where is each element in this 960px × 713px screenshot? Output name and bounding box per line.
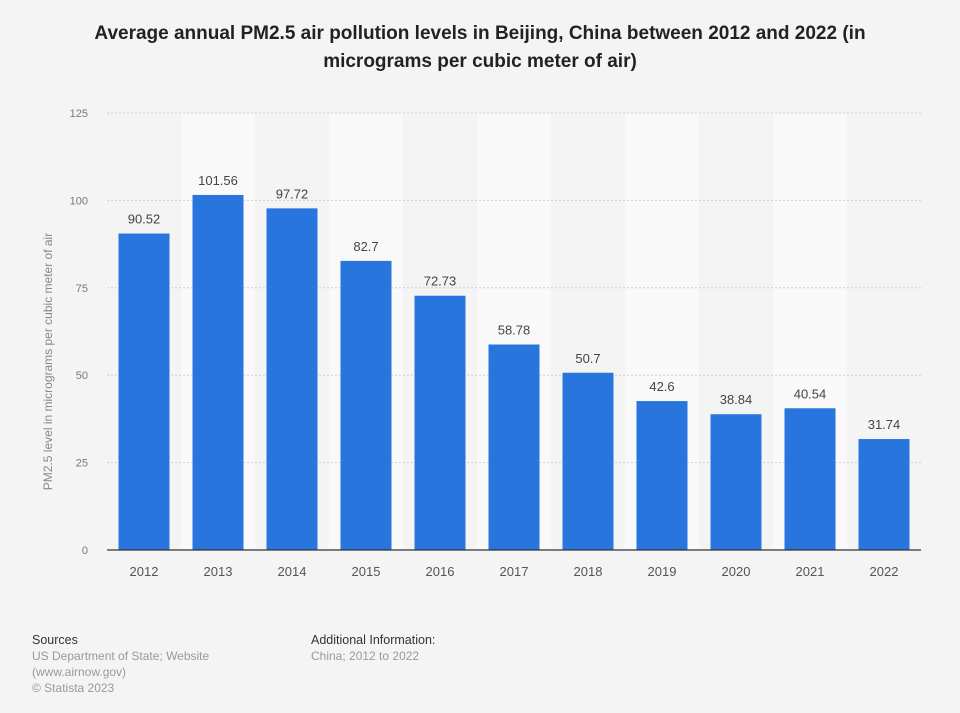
x-tick-label: 2012 [130, 564, 159, 579]
sources-heading: Sources [32, 633, 78, 647]
y-tick-label: 125 [70, 108, 88, 120]
bar-2018 [562, 372, 614, 550]
x-tick-label: 2013 [204, 564, 233, 579]
sources-line: (www.airnow.gov) [32, 665, 127, 679]
x-tick-label: 2015 [352, 564, 381, 579]
data-label: 72.73 [424, 274, 457, 289]
additional-info-heading: Additional Information: [311, 633, 436, 647]
x-tick-label: 2022 [870, 564, 899, 579]
data-label: 97.72 [276, 186, 309, 201]
y-tick-label: 50 [76, 370, 88, 382]
x-tick-label: 2018 [574, 564, 603, 579]
y-axis-label: PM2.5 level in micrograms per cubic mete… [41, 233, 55, 490]
data-label: 31.74 [868, 417, 901, 432]
x-tick-label: 2021 [796, 564, 825, 579]
y-tick-label: 0 [82, 545, 88, 557]
bar-2013 [192, 194, 244, 551]
bar-2020 [710, 414, 762, 550]
x-tick-label: 2014 [278, 564, 307, 579]
data-label: 90.52 [128, 212, 161, 227]
bar-2016 [414, 295, 466, 550]
bar-2019 [636, 401, 688, 550]
x-tick-label: 2016 [426, 564, 455, 579]
x-tick-label: 2017 [500, 564, 529, 579]
data-label: 42.6 [649, 379, 674, 394]
sources-block: Sources US Department of State; Website … [32, 632, 209, 696]
data-label: 50.7 [575, 351, 600, 366]
bar-2021 [784, 408, 836, 550]
bar-2015 [340, 260, 392, 550]
bar-2022 [858, 439, 910, 550]
x-tick-label: 2019 [648, 564, 677, 579]
chart-title: Average annual PM2.5 air pollution level… [94, 23, 866, 72]
bar-2012 [118, 233, 170, 550]
y-tick-label: 75 [76, 283, 88, 295]
data-label: 38.84 [720, 392, 753, 407]
y-tick-label: 25 [76, 458, 88, 470]
data-label: 101.56 [198, 173, 238, 188]
y-tick-label: 100 [70, 195, 88, 207]
bar-2017 [488, 344, 540, 550]
data-label: 58.78 [498, 323, 531, 338]
data-label: 82.7 [353, 239, 378, 254]
additional-info-block: Additional Information: China; 2012 to 2… [311, 632, 435, 664]
data-label: 40.54 [794, 386, 827, 401]
x-tick-label: 2020 [722, 564, 751, 579]
bar-2014 [266, 208, 318, 550]
additional-info-text: China; 2012 to 2022 [311, 649, 420, 663]
copyright: © Statista 2023 [32, 681, 115, 695]
sources-line: US Department of State; Website [32, 649, 210, 663]
